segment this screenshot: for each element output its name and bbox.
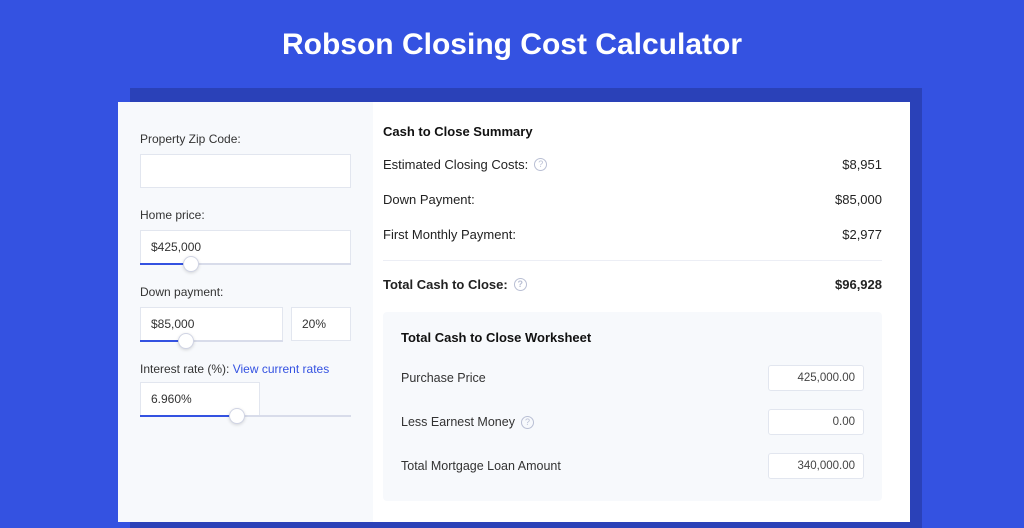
interest-rate-fill bbox=[140, 415, 237, 417]
interest-rate-field-group: Interest rate (%): View current rates bbox=[140, 362, 351, 417]
inputs-panel: Property Zip Code: Home price: Down paym… bbox=[118, 102, 373, 522]
home-price-input[interactable] bbox=[140, 230, 351, 264]
interest-rate-slider[interactable] bbox=[140, 382, 260, 417]
worksheet-label-text: Purchase Price bbox=[401, 371, 486, 385]
summary-total-label: Total Cash to Close: bbox=[383, 277, 508, 292]
worksheet-section: Total Cash to Close Worksheet Purchase P… bbox=[383, 312, 882, 501]
worksheet-label-text: Total Mortgage Loan Amount bbox=[401, 459, 561, 473]
worksheet-row: Total Mortgage Loan Amount 340,000.00 bbox=[401, 453, 864, 479]
worksheet-title: Total Cash to Close Worksheet bbox=[401, 330, 864, 345]
zip-field-group: Property Zip Code: bbox=[140, 132, 351, 188]
interest-rate-label: Interest rate (%): bbox=[140, 362, 229, 376]
summary-row: Estimated Closing Costs: ? $8,951 bbox=[383, 157, 882, 172]
summary-total-value: $96,928 bbox=[835, 277, 882, 292]
summary-row: Down Payment: $85,000 bbox=[383, 192, 882, 207]
worksheet-value: 340,000.00 bbox=[797, 460, 855, 472]
results-panel: Cash to Close Summary Estimated Closing … bbox=[373, 102, 910, 522]
home-price-label: Home price: bbox=[140, 208, 351, 222]
page-title: Robson Closing Cost Calculator bbox=[0, 0, 1024, 82]
worksheet-value-box[interactable]: 340,000.00 bbox=[768, 453, 864, 479]
worksheet-value: 425,000.00 bbox=[797, 372, 855, 384]
summary-total-row: Total Cash to Close: ? $96,928 bbox=[383, 260, 882, 292]
interest-rate-thumb[interactable] bbox=[229, 408, 245, 424]
home-price-field-group: Home price: bbox=[140, 208, 351, 265]
summary-title: Cash to Close Summary bbox=[383, 124, 882, 139]
summary-row: First Monthly Payment: $2,977 bbox=[383, 227, 882, 242]
help-icon[interactable]: ? bbox=[514, 278, 527, 291]
worksheet-value-box[interactable]: 425,000.00 bbox=[768, 365, 864, 391]
worksheet-row: Less Earnest Money ? 0.00 bbox=[401, 409, 864, 435]
help-icon[interactable]: ? bbox=[534, 158, 547, 171]
summary-value: $85,000 bbox=[835, 192, 882, 207]
summary-value: $8,951 bbox=[842, 157, 882, 172]
down-payment-input[interactable] bbox=[140, 307, 283, 341]
worksheet-value: 0.00 bbox=[833, 416, 855, 428]
down-payment-thumb[interactable] bbox=[178, 333, 194, 349]
home-price-track bbox=[140, 263, 351, 265]
help-icon[interactable]: ? bbox=[521, 416, 534, 429]
view-rates-link[interactable]: View current rates bbox=[233, 362, 330, 376]
interest-rate-track bbox=[140, 415, 351, 417]
home-price-thumb[interactable] bbox=[183, 256, 199, 272]
zip-label: Property Zip Code: bbox=[140, 132, 351, 146]
worksheet-row: Purchase Price 425,000.00 bbox=[401, 365, 864, 391]
down-payment-label: Down payment: bbox=[140, 285, 351, 299]
down-payment-track bbox=[140, 340, 283, 342]
calculator-card: Property Zip Code: Home price: Down paym… bbox=[118, 102, 910, 522]
worksheet-label-text: Less Earnest Money bbox=[401, 415, 515, 429]
summary-value: $2,977 bbox=[842, 227, 882, 242]
down-payment-field-group: Down payment: bbox=[140, 285, 351, 342]
down-payment-pct-input[interactable] bbox=[291, 307, 351, 341]
home-price-slider[interactable] bbox=[140, 230, 351, 265]
worksheet-value-box[interactable]: 0.00 bbox=[768, 409, 864, 435]
down-payment-slider[interactable] bbox=[140, 307, 283, 342]
summary-label-text: Estimated Closing Costs: bbox=[383, 157, 528, 172]
zip-input[interactable] bbox=[140, 154, 351, 188]
summary-label-text: First Monthly Payment: bbox=[383, 227, 516, 242]
summary-label-text: Down Payment: bbox=[383, 192, 475, 207]
